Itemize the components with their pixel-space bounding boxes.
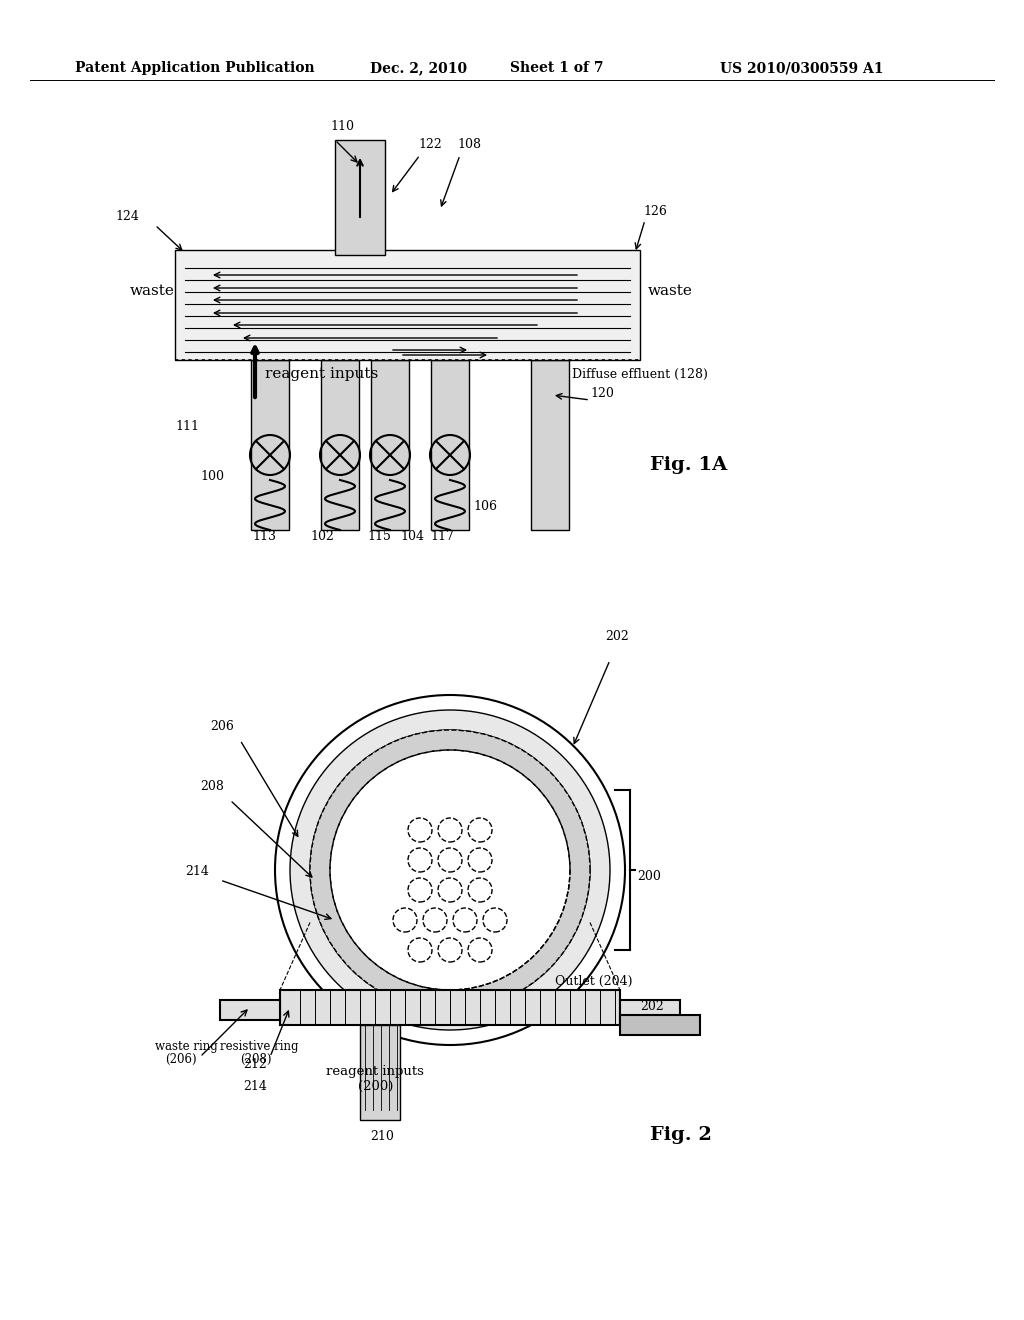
Text: Diffuse effluent (128): Diffuse effluent (128) <box>572 368 708 381</box>
Wedge shape <box>310 730 590 1010</box>
Text: (206): (206) <box>165 1053 197 1067</box>
Text: (208): (208) <box>240 1053 271 1067</box>
Text: Fig. 1A: Fig. 1A <box>650 455 727 474</box>
FancyBboxPatch shape <box>371 360 409 531</box>
Text: US 2010/0300559 A1: US 2010/0300559 A1 <box>720 61 884 75</box>
Text: 124: 124 <box>115 210 139 223</box>
Text: 115: 115 <box>367 531 391 543</box>
Text: 202: 202 <box>640 1001 664 1012</box>
FancyBboxPatch shape <box>360 1026 400 1119</box>
Text: reagent inputs: reagent inputs <box>265 367 378 381</box>
Text: reagent inputs: reagent inputs <box>326 1065 424 1078</box>
FancyBboxPatch shape <box>175 249 640 360</box>
Text: 117: 117 <box>430 531 454 543</box>
Text: 200: 200 <box>637 870 660 883</box>
Text: waste: waste <box>648 284 693 298</box>
Text: 122: 122 <box>418 139 441 150</box>
FancyBboxPatch shape <box>620 1001 680 1020</box>
Text: 214: 214 <box>185 865 209 878</box>
Text: waste ring: waste ring <box>155 1040 218 1053</box>
FancyBboxPatch shape <box>321 360 359 531</box>
Text: Fig. 2: Fig. 2 <box>650 1126 712 1144</box>
Text: 202: 202 <box>605 630 629 643</box>
Text: 100: 100 <box>200 470 224 483</box>
FancyBboxPatch shape <box>280 990 620 1026</box>
Wedge shape <box>290 710 610 1030</box>
Text: waste: waste <box>130 284 175 298</box>
Text: 110: 110 <box>330 120 354 133</box>
Text: (200): (200) <box>358 1080 393 1093</box>
FancyBboxPatch shape <box>431 360 469 531</box>
Text: 214: 214 <box>243 1080 267 1093</box>
FancyBboxPatch shape <box>531 360 569 531</box>
FancyBboxPatch shape <box>620 1015 700 1035</box>
Text: 208: 208 <box>200 780 224 793</box>
Text: 111: 111 <box>175 420 199 433</box>
FancyBboxPatch shape <box>251 360 289 531</box>
Text: 113: 113 <box>252 531 276 543</box>
Text: Sheet 1 of 7: Sheet 1 of 7 <box>510 61 603 75</box>
Text: 126: 126 <box>643 205 667 218</box>
Text: Patent Application Publication: Patent Application Publication <box>75 61 314 75</box>
Text: 102: 102 <box>310 531 334 543</box>
Text: 104: 104 <box>400 531 424 543</box>
Text: 120: 120 <box>590 387 613 400</box>
Text: resistive ring: resistive ring <box>220 1040 299 1053</box>
Text: 108: 108 <box>457 139 481 150</box>
FancyBboxPatch shape <box>335 140 385 255</box>
Text: 210: 210 <box>370 1130 394 1143</box>
Text: Outlet (204): Outlet (204) <box>555 975 633 987</box>
FancyBboxPatch shape <box>220 1001 280 1020</box>
Text: 212: 212 <box>243 1059 266 1071</box>
Text: Dec. 2, 2010: Dec. 2, 2010 <box>370 61 467 75</box>
Text: 106: 106 <box>473 500 497 513</box>
Text: 206: 206 <box>210 719 233 733</box>
